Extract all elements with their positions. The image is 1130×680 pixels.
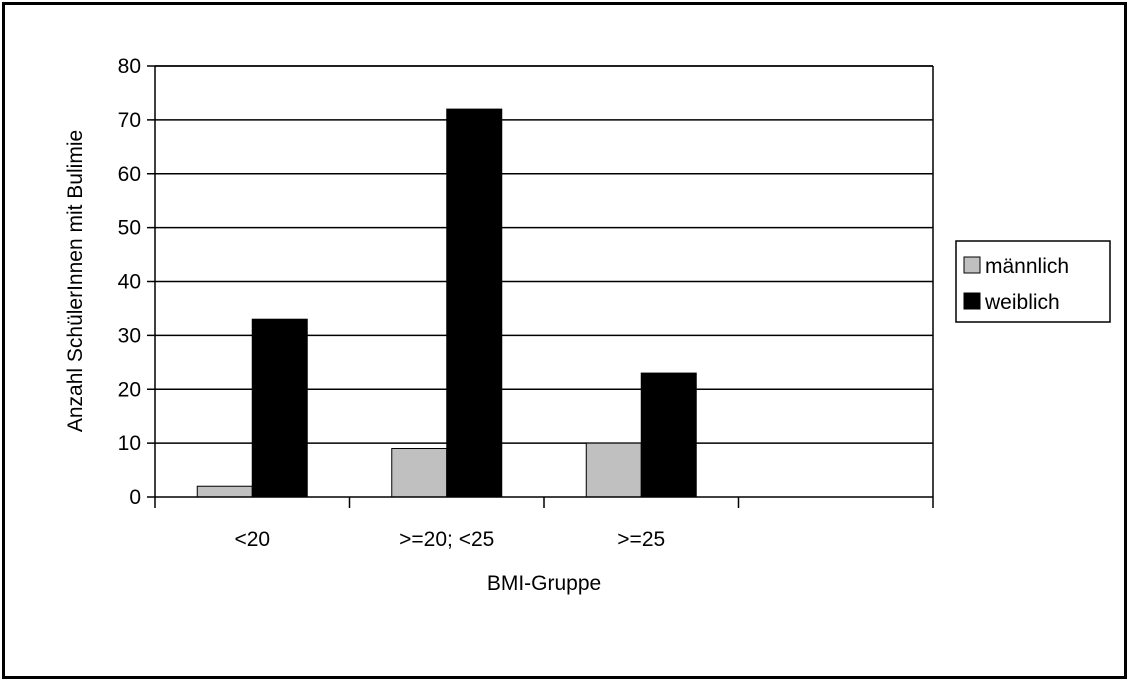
bars <box>196 108 697 498</box>
legend-label-female: weiblich <box>984 291 1060 314</box>
axes <box>147 65 934 508</box>
y-tick-label: 60 <box>118 163 141 186</box>
x-tick-label: >=20; <25 <box>399 528 494 551</box>
legend-swatch-female <box>963 292 981 310</box>
y-axis-title: Anzahl SchülerInnen mit Bulimie <box>64 130 87 432</box>
y-tick-label: 0 <box>129 486 141 509</box>
legend: männlich weiblich <box>955 240 1111 323</box>
x-tick-label: <20 <box>234 528 270 551</box>
y-tick-label: 40 <box>118 271 141 294</box>
legend-box <box>955 240 1111 323</box>
bar-female <box>640 372 697 498</box>
x-axis-title: BMI-Gruppe <box>487 572 601 595</box>
y-tick-label: 20 <box>118 378 141 401</box>
bar-male <box>585 442 642 498</box>
y-tick-label: 50 <box>118 217 141 240</box>
bar-female <box>446 108 503 498</box>
legend-label-male: männlich <box>985 255 1069 278</box>
y-tick-label: 30 <box>118 324 141 347</box>
legend-swatch-male <box>963 256 981 274</box>
y-tick-label: 10 <box>118 432 141 455</box>
x-tick-label: >=25 <box>617 528 665 551</box>
bar-female <box>251 318 308 498</box>
bar-male <box>391 448 448 498</box>
y-tick-label: 80 <box>118 55 141 78</box>
tick-labels: 0 10 20 30 40 50 60 70 80 <20 >=20; <25 >=25 <box>118 55 666 551</box>
bar-male <box>196 485 253 498</box>
y-tick-label: 70 <box>118 109 141 132</box>
